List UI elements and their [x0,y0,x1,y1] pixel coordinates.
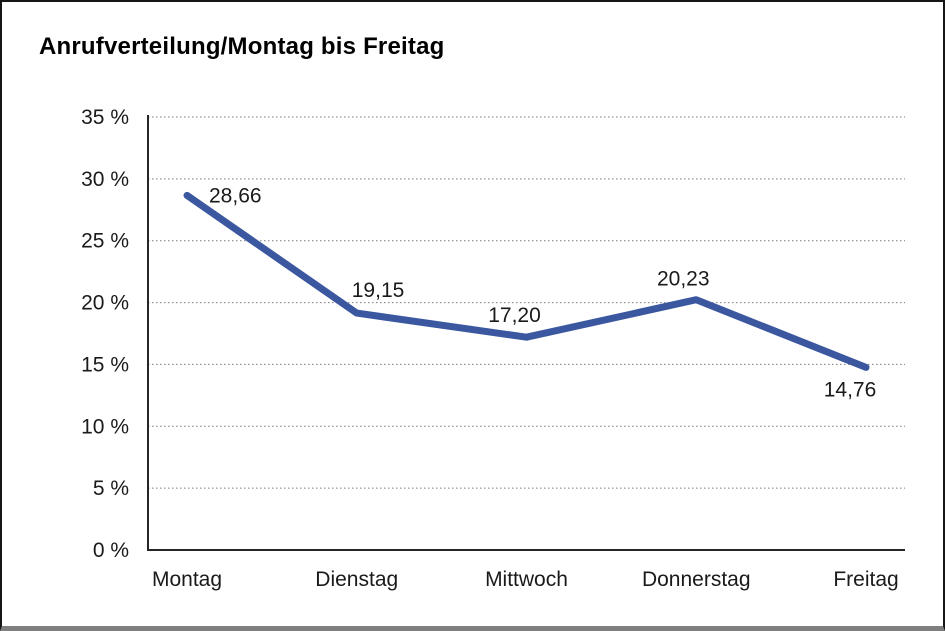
y-tick-label: 15 % [81,353,129,376]
y-tick-label: 5 % [93,477,129,500]
data-point-label: 17,20 [488,304,541,327]
data-point-label: 20,23 [657,268,710,291]
data-point-label: 28,66 [209,184,262,207]
y-tick-label: 10 % [81,415,129,438]
chart-title: Anrufverteilung/Montag bis Freitag [39,33,445,60]
axis-lines [147,115,905,551]
y-tick-label: 30 % [81,168,129,191]
x-category-label: Dienstag [315,568,398,591]
series-polyline [183,191,870,371]
y-tick-label: 20 % [81,292,129,315]
x-category-label: Freitag [833,568,898,591]
x-category-label: Donnerstag [642,568,751,591]
y-tick-label: 0 % [93,539,129,562]
x-category-label: Montag [152,568,222,591]
y-tick-label: 35 % [81,106,129,129]
x-category-label: Mittwoch [485,568,568,591]
data-point-label: 19,15 [352,279,405,302]
data-point-label: 14,76 [824,378,877,401]
y-tick-label: 25 % [81,230,129,253]
